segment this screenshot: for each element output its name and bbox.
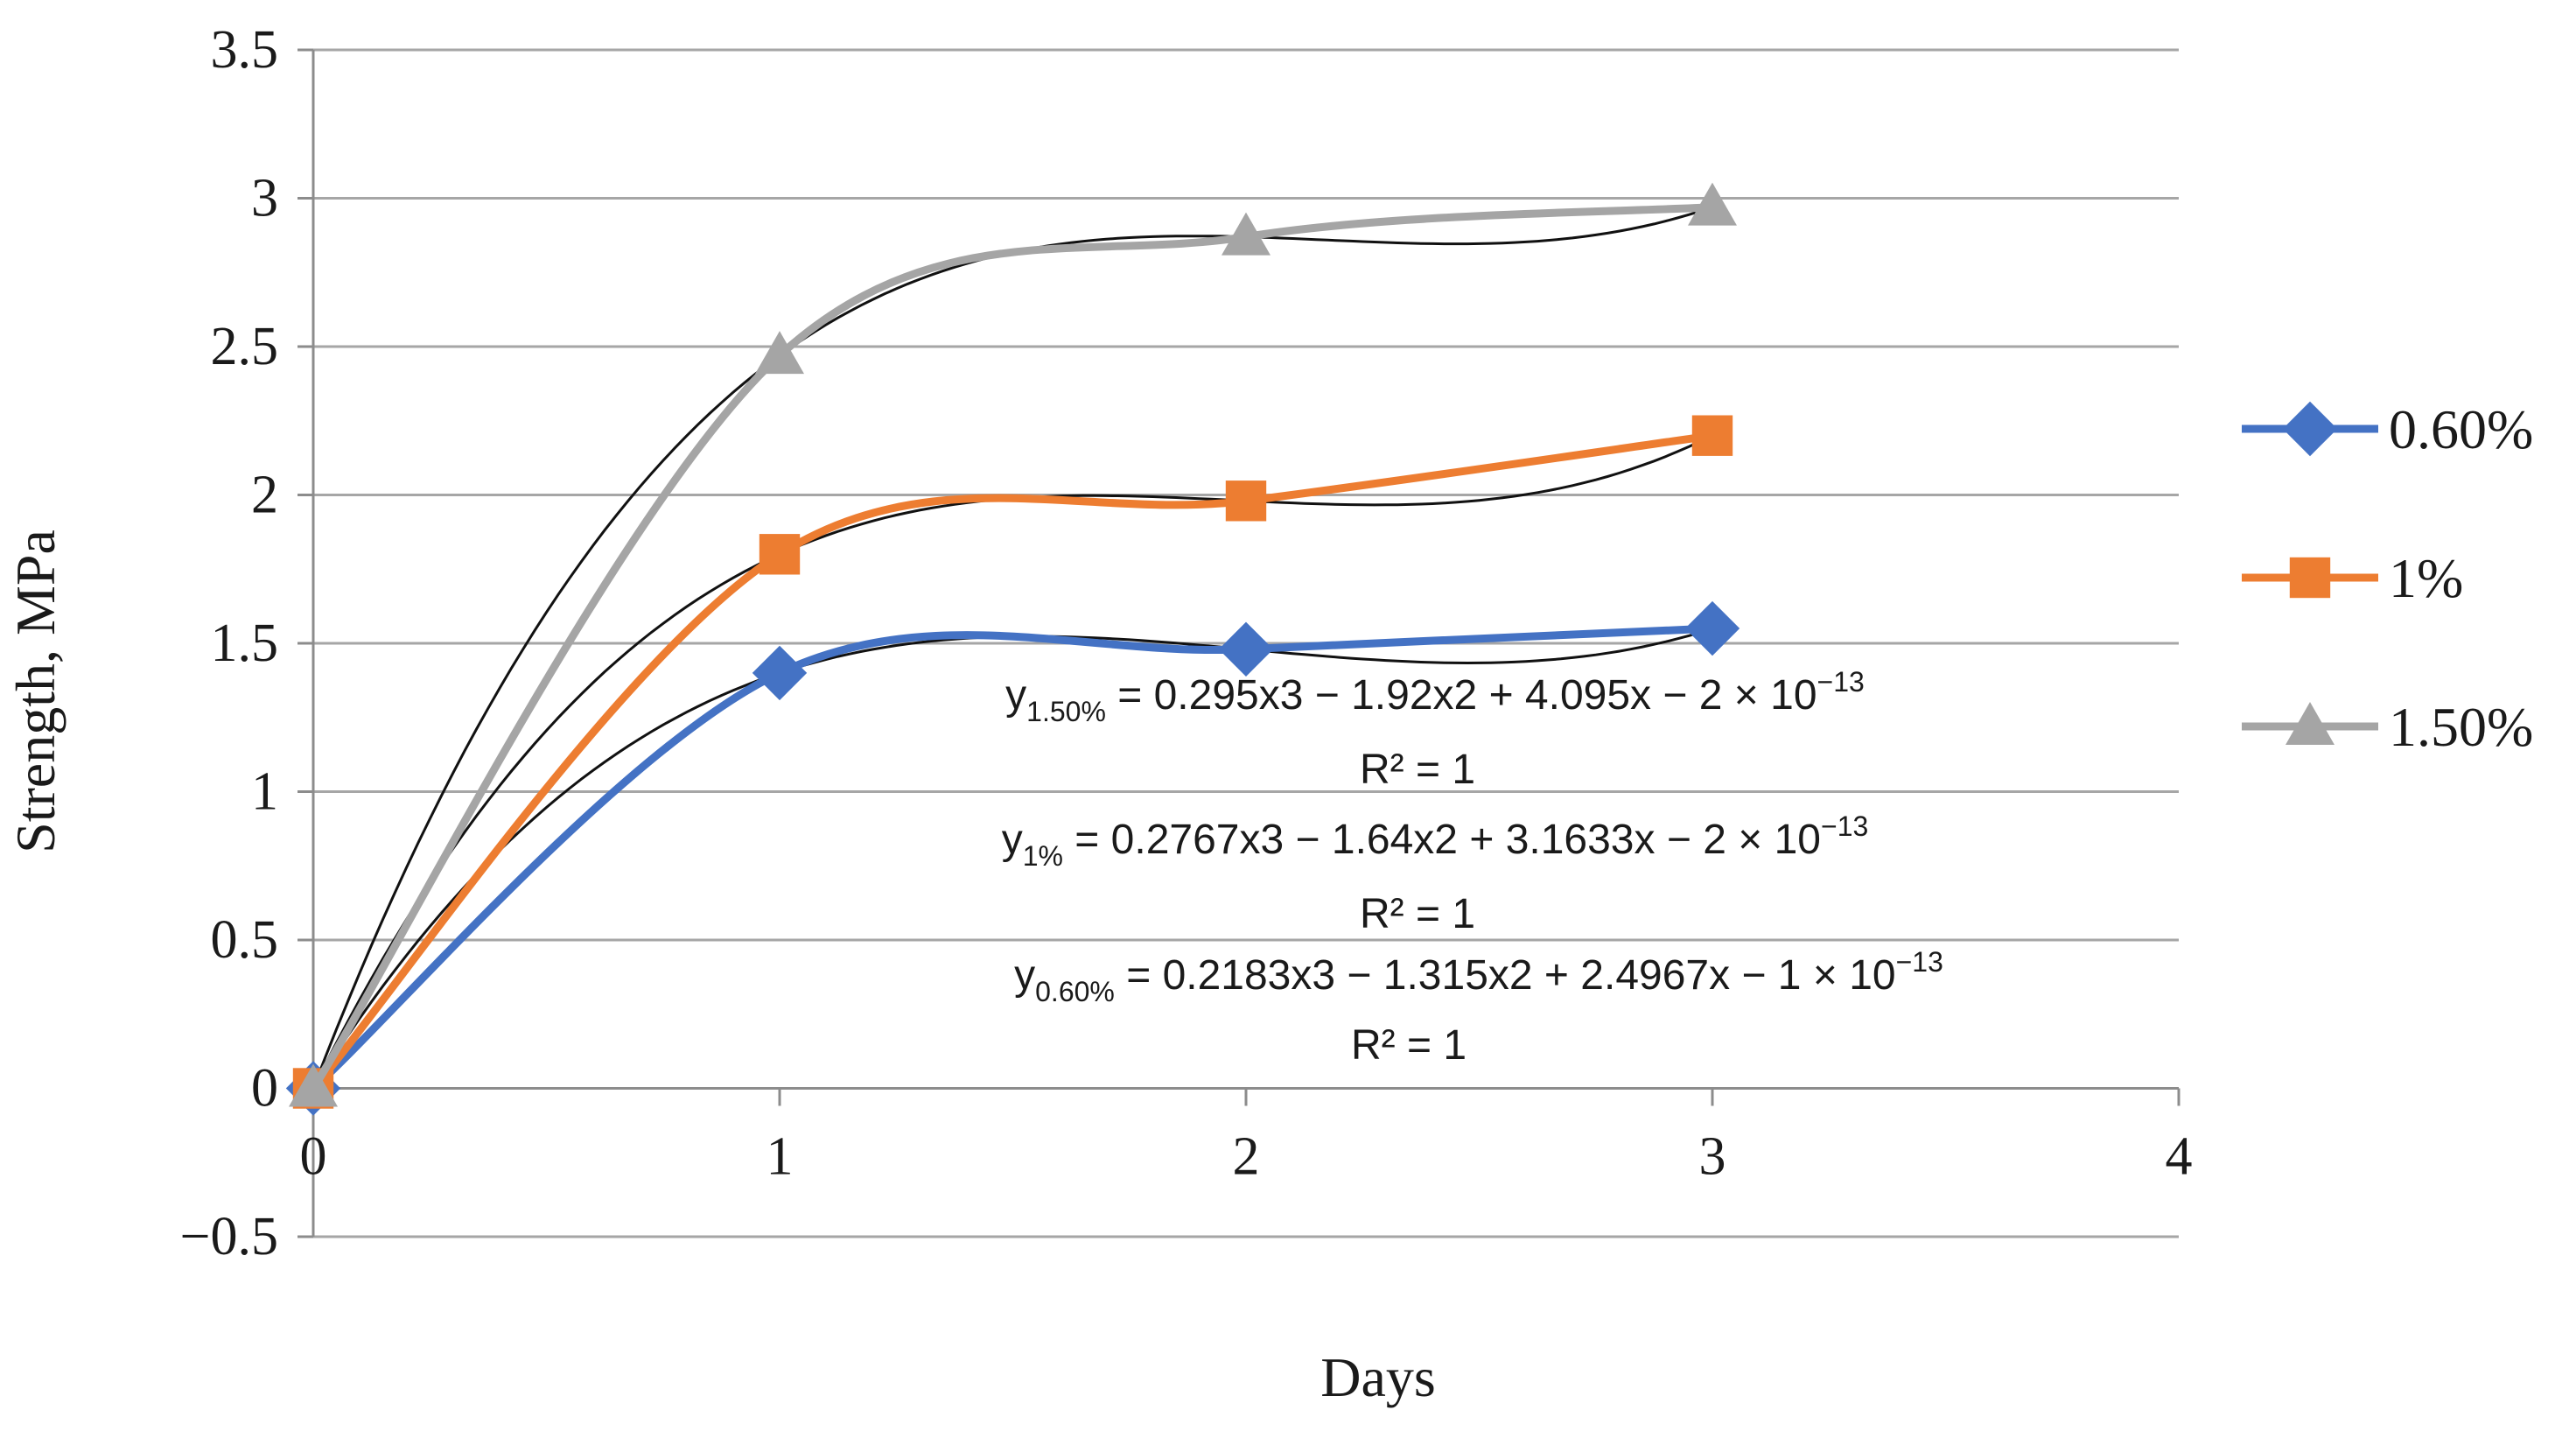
data-point: [1691, 415, 1733, 456]
trendline-equations: y1.50% = 0.295x3 − 1.92x2 + 4.095x − 2 ×…: [1002, 666, 1943, 1069]
legend-marker: [2289, 557, 2331, 599]
x-tick-label: 0: [300, 1127, 327, 1187]
x-tick-label: 1: [766, 1127, 794, 1187]
y-tick-label: 0: [251, 1059, 278, 1119]
data-point: [759, 534, 801, 575]
equation-text: y1% = 0.2767x3 − 1.64x2 + 3.1633x − 2 × …: [1002, 810, 1869, 872]
data-point: [1688, 182, 1737, 226]
y-tick-label: 2.5: [211, 317, 279, 376]
r-squared-text: R² = 1: [1360, 891, 1475, 937]
data-series: [285, 182, 1740, 1116]
legend-item-1.50%: 1.50%: [2242, 696, 2533, 758]
y-axis-label: Strength, MPa: [4, 530, 66, 853]
series-line: [310, 203, 1713, 1091]
data-point: [289, 1063, 338, 1107]
legend-label: 1%: [2389, 547, 2463, 609]
y-tick-label: 2: [251, 466, 278, 525]
y-tick-label: 1: [251, 762, 278, 822]
x-tick-label: 2: [1233, 1127, 1260, 1187]
y-tick-label: −0.5: [180, 1207, 278, 1266]
equation-text: y1.50% = 0.295x3 − 1.92x2 + 4.095x − 2 ×…: [1005, 666, 1865, 727]
data-point: [1225, 480, 1267, 522]
series-line: [311, 624, 1713, 1091]
legend-label: 1.50%: [2389, 696, 2533, 758]
r-squared-text: R² = 1: [1360, 747, 1475, 793]
data-point: [1684, 600, 1740, 656]
y-tick-label: 3: [251, 169, 278, 228]
legend: 0.60% 1% 1.50%: [2242, 398, 2533, 758]
x-axis-label: Days: [1320, 1346, 1436, 1408]
r-squared-text: R² = 1: [1351, 1022, 1466, 1069]
series-1.50%: [289, 182, 1737, 1107]
legend-label: 0.60%: [2389, 398, 2533, 460]
legend-marker: [2286, 702, 2334, 745]
legend-item-1%: 1%: [2242, 547, 2463, 609]
data-point: [1222, 212, 1270, 256]
legend-item-0.60%: 0.60%: [2242, 398, 2533, 460]
y-tick-label: 0.5: [211, 910, 279, 970]
x-tick-label: 4: [2166, 1127, 2193, 1187]
axes: 3.5 3 2.5 2 1.5 1 0.5 0 −0.5 0 1 2 3 4: [180, 20, 2193, 1266]
x-tick-label: 3: [1699, 1127, 1726, 1187]
data-point: [752, 645, 808, 701]
data-point: [755, 331, 804, 375]
series-1%: [292, 415, 1733, 1109]
data-point: [1218, 621, 1274, 677]
y-tick-label: 1.5: [211, 614, 279, 673]
legend-marker: [2282, 401, 2338, 457]
series-line: [310, 431, 1713, 1091]
y-tick-label: 3.5: [211, 20, 279, 80]
equation-text: y0.60% = 0.2183x3 − 1.315x2 + 2.4967x − …: [1014, 946, 1943, 1007]
